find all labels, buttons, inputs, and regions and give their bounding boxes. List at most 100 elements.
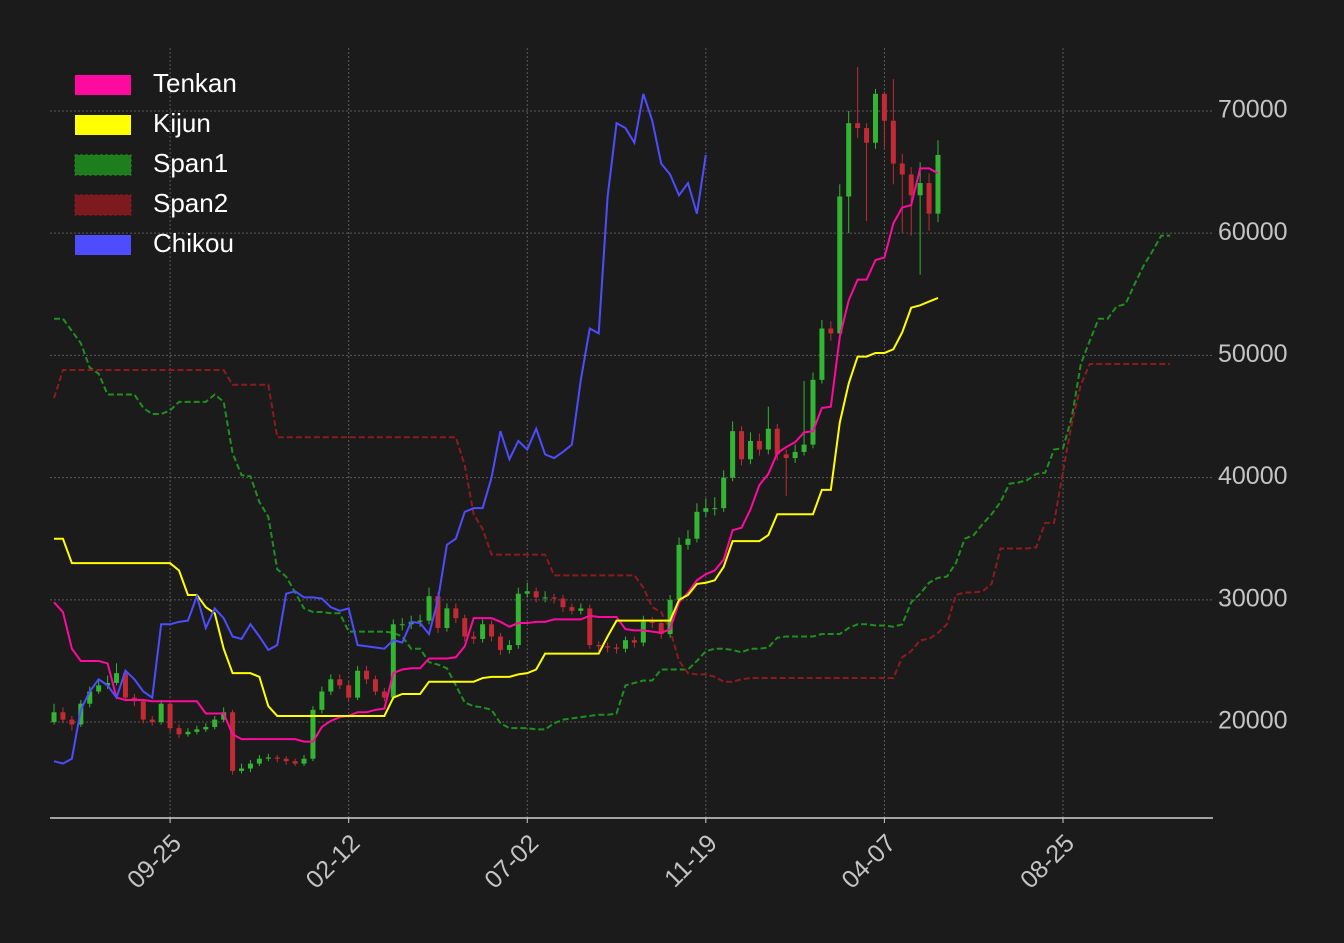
legend-label: Chikou (153, 228, 234, 258)
candle-body (685, 538, 691, 545)
candle-body (783, 454, 789, 459)
candle-body (730, 431, 736, 478)
legend-swatch (74, 194, 132, 216)
candle-body (578, 608, 584, 611)
candle-body (426, 596, 432, 621)
legend-label: Span1 (153, 148, 228, 178)
candle-body (658, 623, 664, 635)
indicator-line (54, 234, 1171, 731)
legend-label: Tenkan (153, 68, 237, 98)
candle-body (140, 701, 146, 720)
candle-body (462, 618, 468, 637)
candle-body (899, 163, 905, 175)
candle-body (605, 646, 611, 648)
legend-swatch (75, 235, 131, 255)
candle-body (453, 608, 459, 619)
candle-body (792, 451, 798, 459)
candle-body (444, 608, 450, 628)
candle-body (881, 93, 887, 121)
candle-body (114, 673, 120, 683)
candle-body (96, 685, 102, 692)
legend-label: Kijun (153, 108, 211, 138)
candle-body (328, 679, 334, 692)
candle-body (596, 645, 602, 647)
candle-body (355, 670, 361, 698)
plot (51, 66, 1171, 775)
candle-body (810, 379, 816, 445)
candle-body (319, 691, 325, 710)
candle-body (721, 477, 727, 509)
legend: Tenkan Kijun Span1 Span2 Chikou (74, 68, 237, 258)
candle-body (292, 761, 298, 764)
candle-body (167, 703, 173, 729)
candle-body (622, 640, 628, 649)
candle-body (506, 645, 512, 650)
candle-body (265, 757, 271, 759)
candle-body (855, 123, 861, 129)
candle-body (364, 670, 370, 680)
candle-body (283, 758, 289, 762)
candle-body (105, 682, 111, 686)
candle-body (60, 712, 66, 720)
candle-body (524, 591, 530, 594)
candle-body (864, 128, 870, 143)
candle-body (51, 712, 57, 723)
candle-body (703, 508, 709, 512)
candle-body (774, 428, 780, 455)
candle-body (614, 647, 620, 649)
y-tick-label: 70000 (1218, 96, 1288, 124)
candle-body (372, 679, 378, 692)
candle-body (872, 93, 878, 143)
candle-body (533, 591, 539, 598)
candle-body (203, 726, 209, 730)
candle-body (399, 624, 405, 626)
grid (50, 48, 1213, 818)
indicator-line (53, 167, 939, 743)
candle-body (739, 431, 745, 460)
candle-body (471, 636, 477, 639)
legend-swatch (74, 154, 132, 176)
candle-body (908, 174, 914, 196)
candle-body (239, 768, 245, 771)
indicator-line (54, 297, 939, 717)
indicator-line (53, 362, 1171, 683)
candle-body (337, 679, 343, 686)
candle-body (122, 673, 128, 698)
candle-body (417, 620, 423, 622)
candle-body (846, 123, 852, 197)
candle-body (435, 596, 441, 628)
candle-body (247, 763, 253, 769)
candle-body (917, 183, 923, 196)
candle-body (640, 621, 646, 643)
candle-body (69, 719, 75, 725)
candle-body (819, 328, 825, 380)
candle-body (756, 440, 762, 450)
candle-body (185, 731, 191, 735)
candle-body (194, 729, 200, 732)
candle-body (274, 757, 280, 759)
candle-body (631, 640, 637, 643)
candle-body (747, 440, 753, 460)
candle-body (87, 691, 93, 704)
candle-body (935, 154, 941, 214)
candle-body (587, 608, 593, 646)
candle-body (301, 758, 307, 764)
candle-body (649, 621, 655, 624)
candle-body (497, 636, 503, 650)
candle-body (515, 593, 521, 646)
candle-body (569, 607, 575, 611)
candle-body (765, 428, 771, 450)
candle-body (346, 685, 352, 698)
candle-body (694, 511, 700, 539)
y-tick-label: 60000 (1218, 218, 1288, 246)
candle-body (560, 598, 566, 608)
candle-body (676, 544, 682, 600)
candle-body (489, 624, 495, 637)
candle-body (480, 624, 486, 639)
candle-body (256, 758, 262, 764)
candle-body (926, 183, 932, 214)
indicator-line (53, 93, 707, 765)
candle-body (890, 120, 896, 164)
candle-body (176, 728, 182, 735)
